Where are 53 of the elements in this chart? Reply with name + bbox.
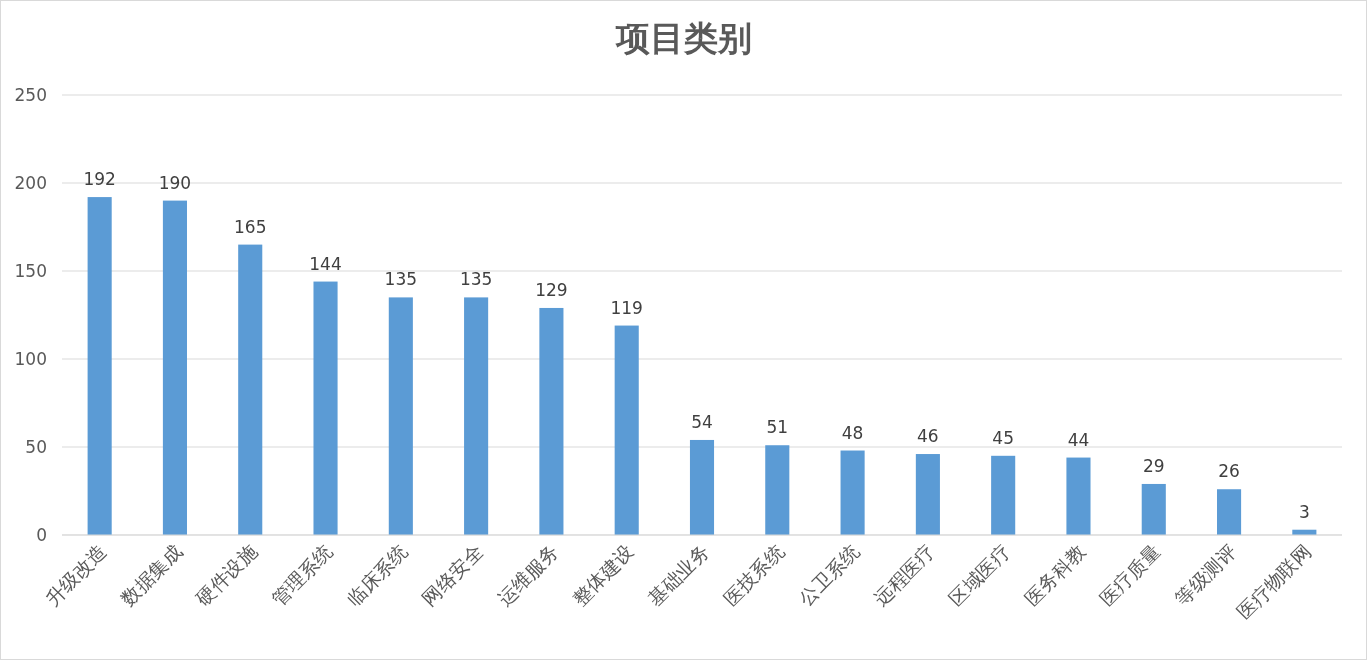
bar <box>162 200 187 535</box>
y-tick-label: 100 <box>14 349 47 369</box>
x-tick-label: 医务科教 <box>1020 540 1090 610</box>
data-label: 135 <box>384 269 418 290</box>
y-tick-label: 200 <box>14 173 47 193</box>
y-tick-label: 50 <box>25 437 47 457</box>
bar <box>689 439 715 535</box>
x-tick-label: 临床系统 <box>342 540 412 610</box>
y-tick-label: 150 <box>14 261 47 281</box>
x-tick-label: 运维服务 <box>492 540 563 610</box>
bar <box>87 197 112 535</box>
data-label: 46 <box>917 426 939 447</box>
data-label: 54 <box>691 411 713 432</box>
bar <box>765 445 790 535</box>
bar <box>840 450 865 535</box>
x-tick-label: 公卫系统 <box>794 540 864 610</box>
bar <box>313 281 338 535</box>
x-tick-label: 医疗质量 <box>1095 540 1165 610</box>
bar <box>388 297 413 535</box>
x-tick-label: 区域医疗 <box>944 540 1014 610</box>
data-label: 48 <box>841 422 864 443</box>
x-tick-label: 远程医疗 <box>869 540 939 610</box>
data-label: 51 <box>766 417 789 438</box>
bar <box>464 297 489 535</box>
data-label: 190 <box>158 172 192 193</box>
data-label: 165 <box>234 216 267 237</box>
data-label: 3 <box>1298 501 1310 522</box>
x-tick-label: 医技系统 <box>718 540 789 610</box>
bar <box>1141 483 1166 535</box>
data-label: 26 <box>1218 461 1240 482</box>
bar <box>539 307 564 535</box>
data-label: 29 <box>1142 455 1165 476</box>
bar <box>1217 489 1242 535</box>
x-tick-label: 整体建设 <box>568 540 638 610</box>
chart-title: 项目类别 <box>614 18 752 58</box>
bar <box>915 454 940 535</box>
data-label: 135 <box>459 269 493 290</box>
data-label: 44 <box>1067 429 1090 450</box>
x-tick-label: 网络安全 <box>417 540 487 610</box>
bar <box>238 244 263 535</box>
data-label: 129 <box>535 279 568 300</box>
bar <box>1066 457 1091 535</box>
bar <box>614 325 639 535</box>
data-label: 192 <box>83 169 116 190</box>
x-tick-label: 数据集成 <box>116 540 186 610</box>
data-label: 119 <box>610 297 643 318</box>
bar <box>991 455 1016 535</box>
x-tick-label: 基础业务 <box>643 540 713 610</box>
y-tick-label: 250 <box>14 85 47 105</box>
x-tick-label: 管理系统 <box>267 540 337 610</box>
data-label: 144 <box>309 253 342 274</box>
data-label: 45 <box>992 427 1014 448</box>
x-tick-label: 硬件设施 <box>191 540 262 610</box>
